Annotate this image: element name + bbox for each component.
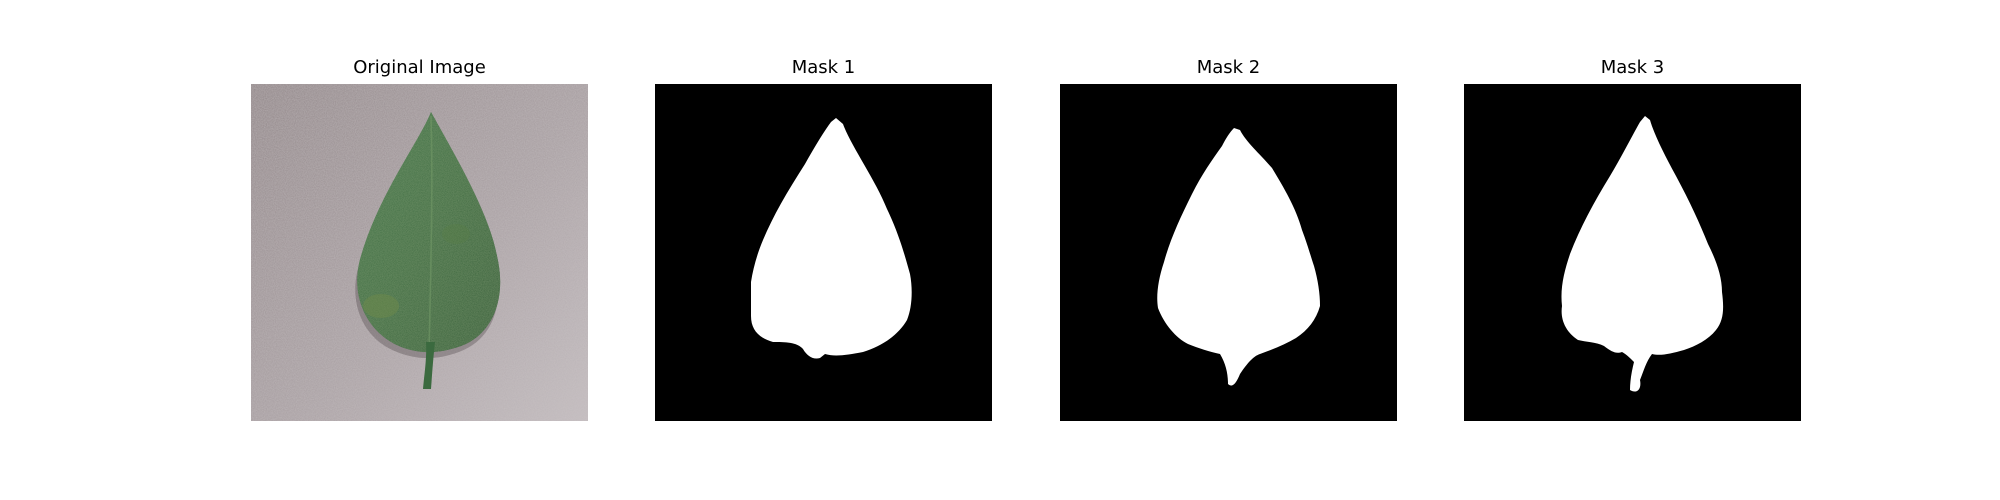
mask-3-leaf-region — [1561, 116, 1724, 392]
mask-3 — [1464, 84, 1801, 421]
mask-1-image — [655, 84, 992, 421]
mask-1 — [655, 84, 992, 421]
panel-mask-2: Mask 2 — [1060, 0, 1397, 430]
panel-mask-3: Mask 3 — [1464, 0, 1801, 430]
leaf-stem — [423, 342, 435, 389]
mask-3-image — [1464, 84, 1801, 421]
mask-2-image — [1060, 84, 1397, 421]
mask-1-leaf-region — [751, 118, 912, 359]
panel-title: Original Image — [353, 57, 486, 78]
mask-2-leaf-region — [1157, 128, 1320, 386]
panel-title: Mask 1 — [791, 57, 856, 78]
panel-original-image: Original Image — [251, 0, 588, 430]
panel-mask-1: Mask 1 — [655, 0, 992, 430]
panel-title: Mask 3 — [1600, 57, 1665, 78]
panel-title: Mask 2 — [1196, 57, 1261, 78]
mask-2 — [1060, 84, 1397, 421]
original-image — [251, 84, 588, 421]
leaf-photo — [251, 84, 588, 421]
leaf-midrib — [428, 115, 433, 353]
